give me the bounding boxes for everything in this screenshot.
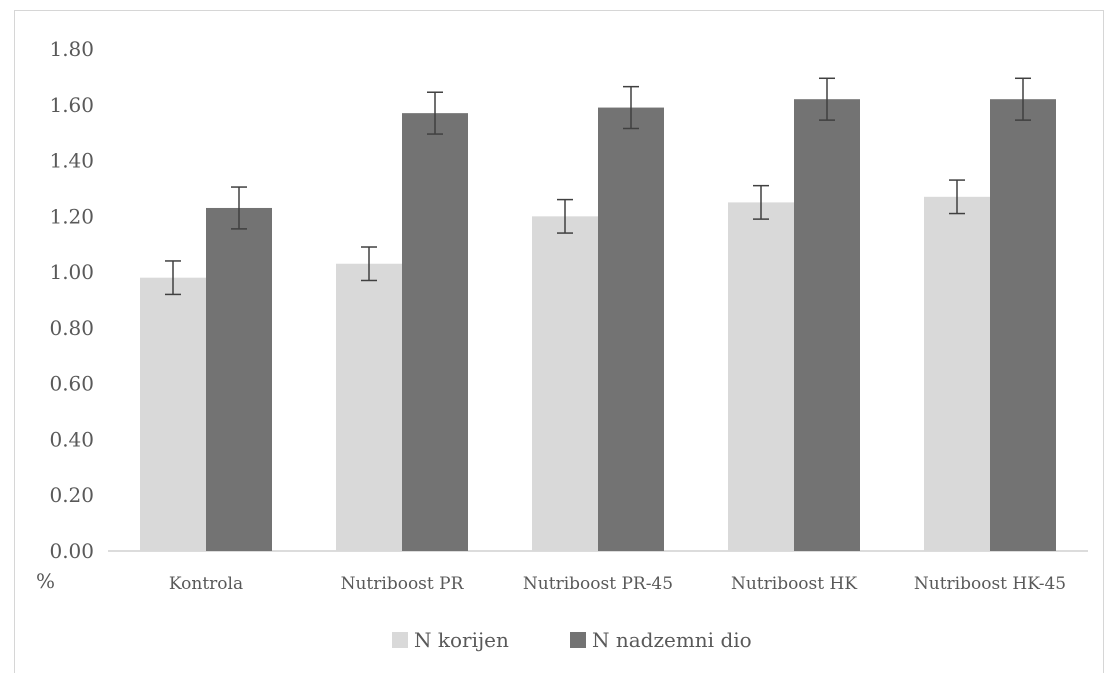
y-tick-label: 0.40 [49,427,94,451]
legend-entry-label: N korijen [414,628,509,652]
y-axis-ticks: 0.00 0.20 0.40 0.60 0.80 1.00 1.20 1.40 1.60 1.80 [49,37,94,563]
legend-swatch [392,632,408,648]
error-bars [165,77,1031,296]
error-bar [819,77,835,121]
error-bar [753,184,769,220]
error-bar [231,186,247,230]
bar-n-nadzemni-dio [206,207,272,551]
bar-n-korijen [140,277,206,551]
bar-n-nadzemni-dio [990,99,1056,551]
bar-n-korijen [532,216,598,552]
x-axis-category-labels: Kontrola Nutriboost PR Nutriboost PR-45 Nut… [169,574,1066,594]
error-bar [165,260,181,296]
error-bar [623,85,639,130]
bar-n-korijen [924,196,990,552]
y-tick-label: 1.20 [49,204,94,228]
y-tick-label: 1.80 [49,37,94,61]
y-tick-label: 1.40 [49,149,94,173]
chart-frame [14,10,1104,673]
legend: N korijen N nadzemni dio [392,628,752,652]
error-bar [1015,77,1031,121]
bar-n-korijen [728,202,794,551]
legend-swatch [570,632,586,648]
y-tick-label: 0.80 [49,316,94,340]
bar-n-korijen [336,263,402,551]
legend-entry-label: N nadzemni dio [592,628,752,652]
x-category-label: Kontrola [169,574,243,594]
bar-n-nadzemni-dio [794,99,860,551]
y-tick-label: 0.60 [49,372,94,396]
error-bar [949,179,965,215]
x-category-label: Nutriboost HK [731,574,857,594]
y-axis-label: % [36,569,55,593]
x-category-label: Nutriboost HK-45 [914,574,1066,594]
error-bar [557,198,573,234]
error-bar [361,246,377,282]
y-tick-label: 1.60 [49,93,94,117]
bars [140,99,1056,552]
error-bar [427,91,443,135]
bar-n-nadzemni-dio [598,107,664,552]
x-category-label: Nutriboost PR-45 [523,574,673,594]
bar-n-nadzemni-dio [402,113,468,552]
y-tick-label: 0.20 [49,483,94,507]
y-tick-label: 1.00 [49,260,94,284]
x-category-label: Nutriboost PR [341,574,465,594]
y-tick-label: 0.00 [49,539,94,563]
